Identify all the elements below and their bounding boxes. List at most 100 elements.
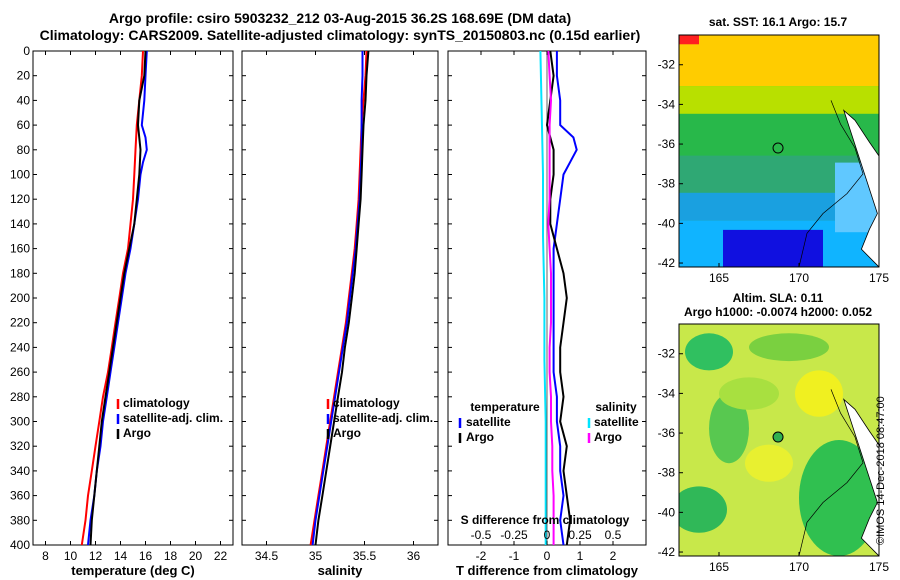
sla-blob — [799, 440, 879, 556]
band — [679, 86, 879, 114]
legend-label: satellite-adj. clim. — [333, 411, 433, 425]
x-axis-label: salinity — [318, 563, 364, 578]
sla-blob — [709, 393, 749, 464]
x-tick-label: 22 — [214, 549, 228, 563]
y-tick-label: 400 — [10, 538, 30, 552]
x-tick-label: 170 — [789, 560, 809, 574]
legend-label: Argo — [123, 426, 151, 440]
panel-differences: -2 -1 0 1 2T difference from climatology — [447, 50, 647, 578]
credit-label: ©IMOS 14-Dec-2018 08:47:00 — [875, 396, 887, 545]
band — [679, 113, 879, 156]
legend-label: satellite — [466, 415, 511, 429]
sla-blob — [685, 333, 733, 371]
x-tick-label: 165 — [709, 271, 729, 285]
x-tick-label: 0 — [544, 549, 551, 563]
y-tick-label: 320 — [10, 439, 30, 453]
y-tick-label: -34 — [658, 97, 676, 111]
x-tick-label: 18 — [164, 549, 178, 563]
y-tick-label: -38 — [658, 177, 676, 191]
cold-patch — [723, 229, 823, 267]
secondary-tick-label: -0.5 — [471, 528, 492, 542]
y-tick-label: 60 — [17, 118, 31, 132]
y-tick-label: 300 — [10, 415, 30, 429]
y-tick-label: -32 — [658, 347, 676, 361]
panel-salinity: 34.5 35 35.5 36 salinity — [241, 50, 439, 578]
legend-title: temperature — [470, 400, 540, 414]
profile-marker — [772, 142, 784, 154]
y-tick-label: -34 — [658, 386, 676, 400]
secondary-tick-label: -0.25 — [500, 528, 528, 542]
series-line — [89, 50, 147, 546]
legend-label: satellite — [594, 415, 639, 429]
y-tick-label: 340 — [10, 464, 30, 478]
sst-map-title: sat. SST: 16.1 Argo: 15.7 — [708, 15, 848, 29]
x-tick-label: 175 — [869, 560, 889, 574]
y-tick-label: -36 — [658, 426, 676, 440]
y-tick-label: 120 — [10, 192, 30, 206]
y-tick-label: -42 — [658, 256, 676, 270]
x-tick-label: 10 — [64, 549, 78, 563]
y-tick-label: 380 — [10, 513, 30, 527]
y-tick-label: 240 — [10, 340, 30, 354]
x-tick-label: -2 — [476, 549, 487, 563]
warm-band — [679, 35, 879, 87]
x-tick-label: 12 — [89, 549, 103, 563]
x-tick-label: 34.5 — [255, 549, 279, 563]
plot-frame — [32, 50, 234, 546]
secondary-tick-label: 0.25 — [568, 528, 592, 542]
y-tick-label: 80 — [17, 143, 31, 157]
y-tick-label: 360 — [10, 489, 30, 503]
secondary-tick-label: 0 — [544, 528, 551, 542]
map-sla-map: -32 -34 -36 -38 -40 -42 165 170 175 — [658, 323, 889, 574]
profile-marker — [772, 431, 784, 443]
y-tick-label: -36 — [658, 137, 676, 151]
plot-frame — [241, 50, 439, 546]
map-layer — [679, 35, 879, 267]
y-tick-label: -38 — [658, 466, 676, 480]
x-tick-label: -1 — [509, 549, 520, 563]
figure-title-line-1: Argo profile: csiro 5903232_212 03-Aug-2… — [108, 10, 572, 26]
legend-label: Argo — [466, 430, 494, 444]
x-tick-label: 35 — [309, 549, 323, 563]
series-line — [552, 51, 578, 546]
series-line — [80, 50, 144, 546]
secondary-tick-label: 0.5 — [605, 528, 622, 542]
depth-contour — [798, 389, 864, 556]
secondary-axis-label: S difference from climatology — [461, 513, 630, 527]
y-tick-label: 260 — [10, 365, 30, 379]
sla-blob — [745, 444, 793, 482]
land — [842, 398, 879, 556]
y-tick-label: 180 — [10, 266, 30, 280]
x-tick-label: 14 — [114, 549, 128, 563]
legend-label: Argo — [594, 430, 622, 444]
map-frame — [678, 323, 880, 557]
land — [842, 109, 879, 267]
y-tick-label: 100 — [10, 168, 30, 182]
y-tick-label: 200 — [10, 291, 30, 305]
figure-title-line-2: Climatology: CARS2009. Satellite-adjuste… — [39, 27, 641, 43]
map-layer — [679, 324, 879, 556]
x-axis-label: temperature (deg C) — [71, 563, 195, 578]
sla-blob — [749, 333, 829, 362]
y-tick-label: 160 — [10, 242, 30, 256]
map-frame — [678, 34, 880, 268]
panel-temperature: 0 20 40 60 80 100 120 140 160 180 200 220 240 260 280 3… — [10, 44, 234, 578]
y-tick-label: -40 — [658, 505, 676, 519]
y-tick-label: 140 — [10, 217, 30, 231]
x-tick-label: 8 — [42, 549, 49, 563]
y-tick-label: 220 — [10, 316, 30, 330]
series-line — [539, 50, 547, 545]
y-tick-label: -32 — [658, 58, 676, 72]
x-tick-label: 35.5 — [353, 549, 377, 563]
y-tick-label: 280 — [10, 390, 30, 404]
x-tick-label: 2 — [610, 549, 617, 563]
y-tick-label: 0 — [23, 44, 30, 58]
x-tick-label: 1 — [577, 549, 584, 563]
x-tick-label: 175 — [869, 271, 889, 285]
y-tick-label: 20 — [17, 69, 31, 83]
x-tick-label: 36 — [407, 549, 421, 563]
legend-label: climatology — [333, 396, 400, 410]
y-tick-label: -40 — [658, 216, 676, 230]
y-tick-label: -42 — [658, 545, 676, 559]
y-tick-label: 40 — [17, 93, 31, 107]
